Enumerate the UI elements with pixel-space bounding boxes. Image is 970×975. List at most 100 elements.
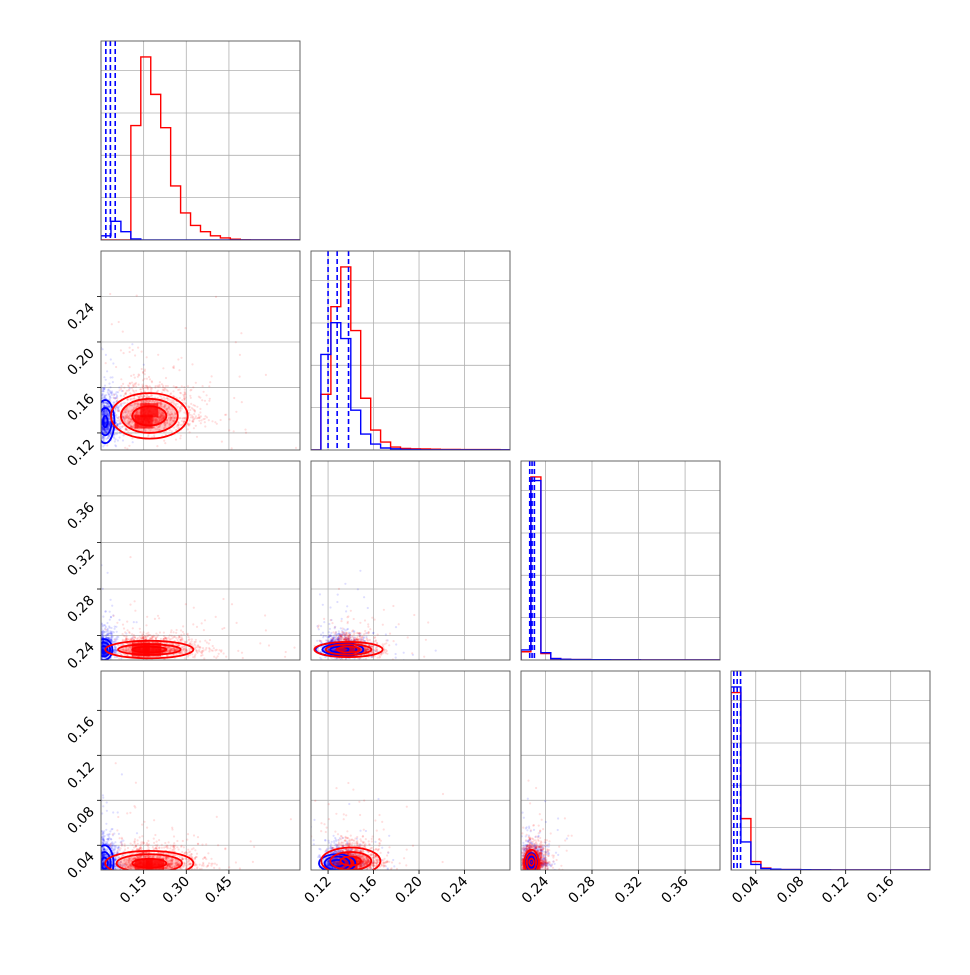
- scatter-point: [189, 406, 191, 408]
- scatter-point: [245, 432, 247, 434]
- scatter-point: [120, 657, 122, 659]
- scatter-point: [135, 386, 137, 388]
- scatter-point: [118, 652, 120, 654]
- scatter-point: [139, 628, 141, 630]
- scatter-point: [265, 374, 267, 376]
- scatter-point: [108, 435, 110, 437]
- scatter-point: [96, 425, 98, 427]
- scatter-point: [218, 653, 220, 655]
- scatter-point: [98, 418, 100, 420]
- scatter-point: [198, 417, 200, 419]
- scatter-point: [187, 423, 189, 425]
- scatter-point: [105, 402, 107, 404]
- scatter-point: [122, 383, 124, 385]
- scatter-point: [96, 645, 98, 647]
- scatter-point: [171, 401, 173, 403]
- scatter-point: [106, 444, 108, 446]
- scatter-point: [99, 403, 101, 405]
- scatter-point: [178, 636, 180, 638]
- scatter-point: [329, 606, 331, 608]
- scatter-point: [172, 390, 174, 392]
- scatter-point: [154, 618, 156, 620]
- scatter-point: [193, 427, 195, 429]
- scatter-point: [97, 651, 99, 653]
- scatter-point: [194, 644, 196, 646]
- scatter-point: [104, 385, 106, 387]
- scatter-point: [113, 401, 115, 403]
- scatter-point: [99, 642, 101, 644]
- scatter-point: [182, 631, 184, 633]
- scatter-point: [123, 352, 125, 354]
- scatter-point: [102, 445, 104, 447]
- scatter-point: [98, 427, 100, 429]
- scatter-point: [165, 637, 167, 639]
- scatter-point: [99, 645, 101, 647]
- scatter-point: [124, 402, 126, 404]
- scatter-point: [108, 383, 110, 385]
- scatter-point: [109, 293, 111, 295]
- scatter-point: [103, 388, 105, 390]
- scatter-point: [180, 634, 182, 636]
- scatter-point: [98, 653, 100, 655]
- scatter-point: [170, 631, 172, 633]
- scatter-point: [183, 633, 185, 635]
- scatter-point: [130, 638, 132, 640]
- scatter-point: [118, 321, 120, 323]
- scatter-point: [139, 631, 141, 633]
- scatter-point: [149, 396, 151, 398]
- scatter-point: [97, 422, 99, 424]
- scatter-point: [259, 642, 261, 644]
- scatter-point: [241, 652, 243, 654]
- scatter-point: [351, 664, 353, 666]
- scatter-point: [156, 445, 158, 447]
- scatter-point: [117, 391, 119, 393]
- scatter-point: [120, 378, 122, 380]
- scatter-point: [184, 651, 186, 653]
- scatter-point: [164, 456, 166, 458]
- scatter-point: [98, 653, 100, 655]
- scatter-point: [136, 666, 138, 668]
- scatter-point: [185, 647, 187, 649]
- scatter-point: [175, 632, 177, 634]
- scatter-point: [130, 399, 132, 401]
- scatter-point: [128, 385, 130, 387]
- scatter-point: [111, 323, 113, 325]
- scatter-point: [98, 641, 100, 643]
- scatter-point: [185, 403, 187, 405]
- scatter-point: [134, 377, 136, 379]
- scatter-point: [133, 374, 135, 376]
- scatter-point: [88, 419, 90, 421]
- scatter-point: [97, 413, 99, 415]
- panel-0-0: [101, 41, 300, 240]
- scatter-point: [192, 623, 194, 625]
- scatter-point: [111, 376, 113, 378]
- scatter-point: [180, 357, 182, 359]
- scatter-point: [322, 604, 324, 606]
- scatter-point: [211, 420, 213, 422]
- scatter-point: [206, 394, 208, 396]
- scatter-point: [97, 653, 99, 655]
- scatter-point: [136, 621, 138, 623]
- scatter-point: [98, 415, 100, 417]
- scatter-point: [175, 439, 177, 441]
- scatter-point: [116, 397, 118, 399]
- scatter-point: [98, 643, 100, 645]
- scatter-point: [196, 436, 198, 438]
- scatter-point: [231, 447, 233, 449]
- scatter-point: [191, 638, 193, 640]
- scatter-point: [136, 666, 138, 668]
- scatter-point: [197, 645, 199, 647]
- histogram-blue: [311, 323, 510, 450]
- scatter-point: [116, 622, 118, 624]
- scatter-point: [253, 661, 255, 663]
- scatter-point: [208, 650, 210, 652]
- scatter-point: [112, 636, 114, 638]
- scatter-point: [147, 665, 149, 667]
- scatter-point: [126, 448, 128, 450]
- scatter-point: [233, 430, 235, 432]
- scatter-point: [110, 376, 112, 378]
- scatter-point: [188, 419, 190, 421]
- scatter-point: [98, 652, 100, 654]
- scatter-point: [189, 431, 191, 433]
- scatter-point: [142, 388, 144, 390]
